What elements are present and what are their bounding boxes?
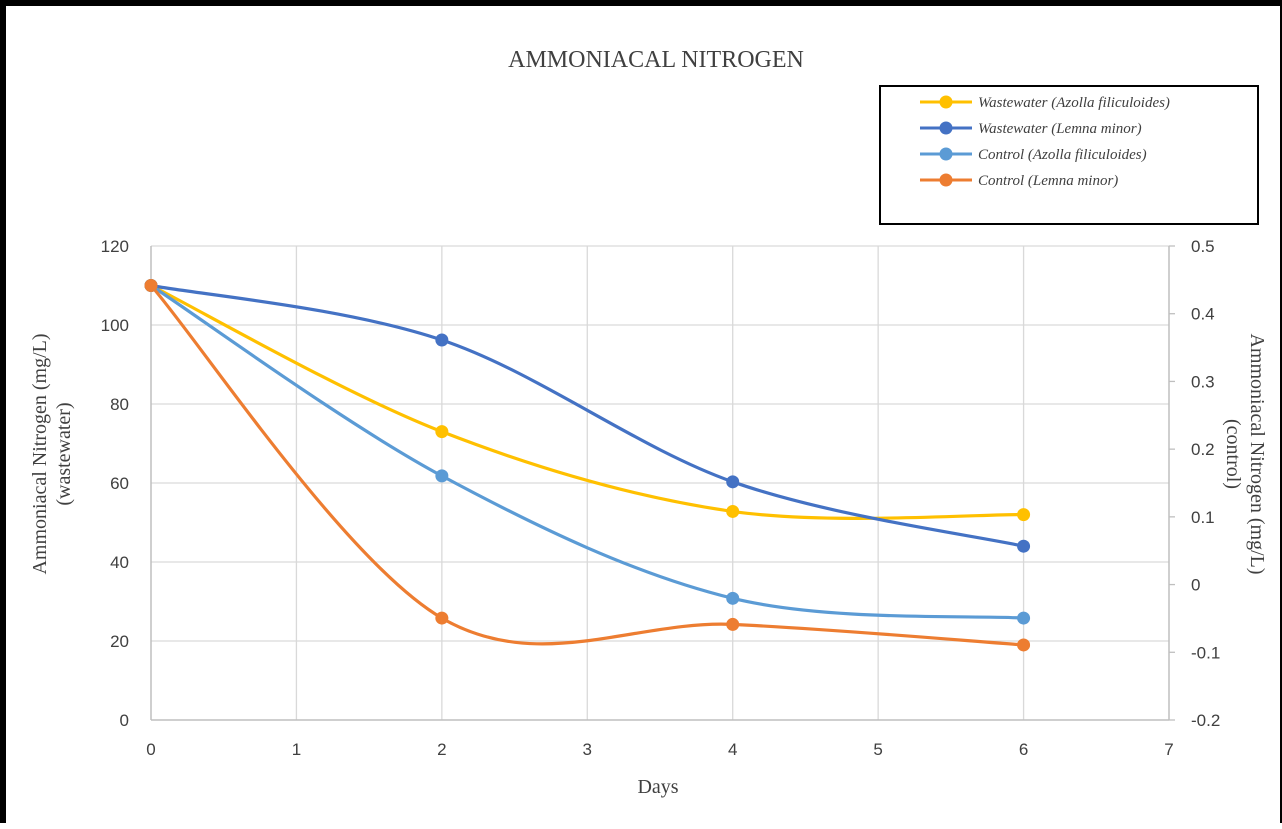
series-line bbox=[149, 283, 1026, 520]
data-point bbox=[435, 425, 449, 439]
x-tick-label: 0 bbox=[146, 740, 155, 759]
y-left-axis-title-line1: Ammoniacal Nitrogen (mg/L) bbox=[29, 333, 51, 574]
legend-label: Wastewater (Lemna minor) bbox=[978, 121, 1142, 137]
y-left-tick-label: 60 bbox=[110, 474, 129, 493]
x-tick-label: 6 bbox=[1019, 740, 1028, 759]
series-line bbox=[149, 283, 1026, 647]
ticks: 0 1 2 3 4 5 6 7 0 20 40 60 80 100 120 -0.2 -0.1 0 0.1 0.2 0.… bbox=[101, 237, 1221, 759]
x-tick-label: 2 bbox=[437, 740, 446, 759]
data-point bbox=[726, 475, 740, 489]
x-tick-label: 5 bbox=[873, 740, 882, 759]
y-right-tick-label: -0.1 bbox=[1191, 643, 1220, 662]
data-point bbox=[144, 279, 158, 292]
legend-marker bbox=[939, 173, 953, 187]
data-point bbox=[435, 611, 449, 625]
legend-marker bbox=[939, 121, 953, 135]
y-right-axis-title-line2: (control) bbox=[1222, 419, 1244, 489]
y-left-tick-label: 0 bbox=[120, 711, 129, 730]
grid bbox=[151, 245, 1169, 720]
y-left-tick-label: 80 bbox=[110, 395, 129, 414]
y-right-tick-label: 0.5 bbox=[1191, 237, 1215, 256]
y-left-tick-label: 40 bbox=[110, 553, 129, 572]
data-point bbox=[1017, 539, 1031, 553]
y-left-axis-title-line2: (wastewater) bbox=[53, 402, 75, 505]
chart: AMMONIACAL NITROGEN 0 1 2 3 4 5 6 7 0 20 40 60 80 100… bbox=[29, 47, 1268, 798]
data-point bbox=[1017, 611, 1031, 625]
y-right-tick-label: 0.3 bbox=[1191, 372, 1215, 391]
data-point bbox=[1017, 508, 1031, 522]
legend-marker bbox=[939, 95, 953, 109]
series-line bbox=[149, 283, 1026, 620]
data-point bbox=[1017, 638, 1031, 652]
legend-marker bbox=[939, 147, 953, 161]
legend: Wastewater (Azolla filiculoides) Wastewat… bbox=[879, 85, 1259, 225]
x-tick-label: 1 bbox=[292, 740, 301, 759]
series-layer bbox=[144, 279, 1031, 652]
data-point bbox=[435, 469, 449, 483]
data-point bbox=[726, 617, 740, 631]
data-point bbox=[435, 333, 449, 347]
y-right-tick-label: 0.2 bbox=[1191, 440, 1215, 459]
data-point bbox=[726, 504, 740, 518]
y-right-tick-label: 0.1 bbox=[1191, 508, 1215, 527]
legend-label: Control (Lemna minor) bbox=[978, 173, 1118, 189]
axes bbox=[150, 245, 1175, 721]
y-right-axis-title-line1: Ammoniacal Nitrogen (mg/L) bbox=[1246, 333, 1268, 574]
y-right-tick-label: -0.2 bbox=[1191, 711, 1220, 730]
data-point bbox=[726, 591, 740, 605]
y-right-tick-label: 0 bbox=[1191, 576, 1200, 595]
chart-title: AMMONIACAL NITROGEN bbox=[508, 47, 804, 73]
series-line bbox=[149, 283, 1026, 548]
x-tick-label: 4 bbox=[728, 740, 737, 759]
y-right-tick-label: 0.4 bbox=[1191, 305, 1215, 324]
y-left-tick-label: 100 bbox=[101, 316, 129, 335]
x-tick-label: 7 bbox=[1164, 740, 1173, 759]
legend-label: Control (Azolla filiculoides) bbox=[978, 147, 1147, 163]
y-left-tick-label: 20 bbox=[110, 632, 129, 651]
y-left-tick-label: 120 bbox=[101, 237, 129, 256]
legend-label: Wastewater (Azolla filiculoides) bbox=[978, 95, 1170, 111]
x-tick-label: 3 bbox=[583, 740, 592, 759]
x-axis-title: Days bbox=[637, 776, 678, 798]
